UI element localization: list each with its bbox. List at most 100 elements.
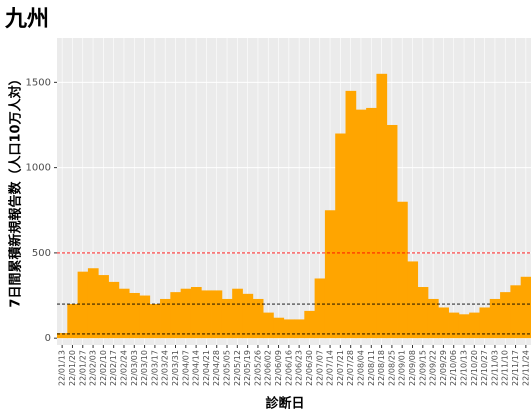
x-tick-label: 22/11/03 [490,350,499,386]
x-tick-label: 22/01/13 [58,350,67,386]
y-tick-label: 500 [32,248,51,259]
bar [458,314,470,339]
x-tick-label: 22/06/09 [274,350,283,386]
x-tick-label: 22/11/17 [511,350,520,386]
bar [489,298,501,339]
bar [520,276,531,339]
x-tick-label: 22/06/16 [284,350,293,386]
bar [479,307,491,339]
x-tick-label: 22/09/22 [429,350,438,386]
bar [283,319,295,339]
x-tick-label: 22/04/28 [212,350,221,386]
x-tick-label: 22/03/24 [161,350,170,386]
bar [242,293,254,339]
bar [314,278,326,339]
x-tick-label: 22/04/07 [181,350,190,386]
x-tick-label: 22/09/01 [398,350,407,386]
bar [355,109,367,339]
x-tick-label: 22/01/20 [68,350,77,386]
bar [376,73,388,339]
x-tick-label: 22/01/27 [78,350,87,386]
x-tick-label: 22/06/23 [295,350,304,386]
bar [232,288,243,339]
x-tick-label: 22/02/24 [119,350,128,386]
x-tick-label: 22/02/03 [89,350,98,386]
bar [108,281,120,339]
x-tick-label: 22/07/14 [326,350,335,386]
x-tick-label: 22/05/05 [223,350,232,386]
bar [57,333,68,339]
x-tick-label: 22/03/31 [171,350,180,386]
bar [77,271,89,339]
bar [366,107,377,339]
x-tick-label: 22/02/10 [99,350,108,386]
x-tick-label: 22/06/02 [264,350,273,386]
x-tick-label: 22/06/30 [305,350,314,386]
bar [87,268,99,339]
x-tick-label: 22/03/03 [130,350,139,386]
y-tick-label: 1000 [26,163,51,174]
bar [221,298,233,339]
x-tick-label: 22/10/13 [460,350,469,386]
bar [273,317,285,339]
x-tick-label: 22/08/04 [356,350,365,386]
bar [180,288,192,339]
bar [427,298,439,339]
bar [129,292,140,339]
bar [263,312,274,339]
bar [170,292,182,339]
x-tick-label: 22/08/25 [387,350,396,386]
x-tick-label: 22/09/08 [408,350,417,386]
bar [438,307,449,339]
y-tick-label: 1500 [26,77,51,88]
x-tick-label: 22/02/17 [109,350,118,386]
chart-title: 九州 [4,7,49,32]
bar [139,295,151,339]
x-tick-label: 22/11/24 [521,350,530,386]
x-tick-label: 22/07/07 [315,350,324,386]
x-tick-label: 22/07/28 [346,350,355,386]
bar [324,210,336,339]
bar [118,288,130,339]
bar [190,287,202,339]
bar [397,201,408,339]
bar [304,310,316,339]
x-tick-label: 22/04/21 [202,350,211,386]
bar [407,261,419,339]
y-axis-label: 7日間累積新規報告数（人口10万人対） [8,72,24,307]
bar [67,304,79,339]
x-tick-label: 22/03/10 [140,350,149,386]
bar [98,275,109,339]
bar [417,287,429,339]
bar [211,290,223,339]
x-tick-label: 22/05/12 [233,350,242,386]
x-tick-label: 22/10/06 [449,350,458,386]
x-tick-label: 22/04/14 [192,350,201,386]
x-tick-label: 22/08/11 [367,350,376,386]
x-tick-label: 22/09/29 [439,350,448,386]
bar [335,133,346,339]
x-tick-label: 22/11/10 [501,350,510,386]
x-tick-label: 22/03/17 [150,350,159,386]
x-tick-label: 22/09/15 [418,350,427,386]
bar [469,312,480,339]
bar [252,298,264,339]
bar [345,90,357,339]
x-tick-label: 22/10/27 [480,350,489,386]
bar [149,304,161,339]
x-tick-label: 22/10/20 [470,350,479,386]
x-axis-label: 診断日 [265,396,304,412]
bar [510,285,522,339]
x-tick-label: 22/05/26 [253,350,262,386]
bar [201,290,212,339]
x-tick-label: 22/05/19 [243,350,252,386]
bar [500,292,511,339]
bar [160,298,171,339]
y-tick-label: 0 [45,333,51,344]
bar [448,312,460,339]
x-tick-label: 22/08/18 [377,350,386,386]
bar [294,319,305,339]
x-tick-label: 22/07/21 [336,350,345,386]
bar [386,124,398,339]
